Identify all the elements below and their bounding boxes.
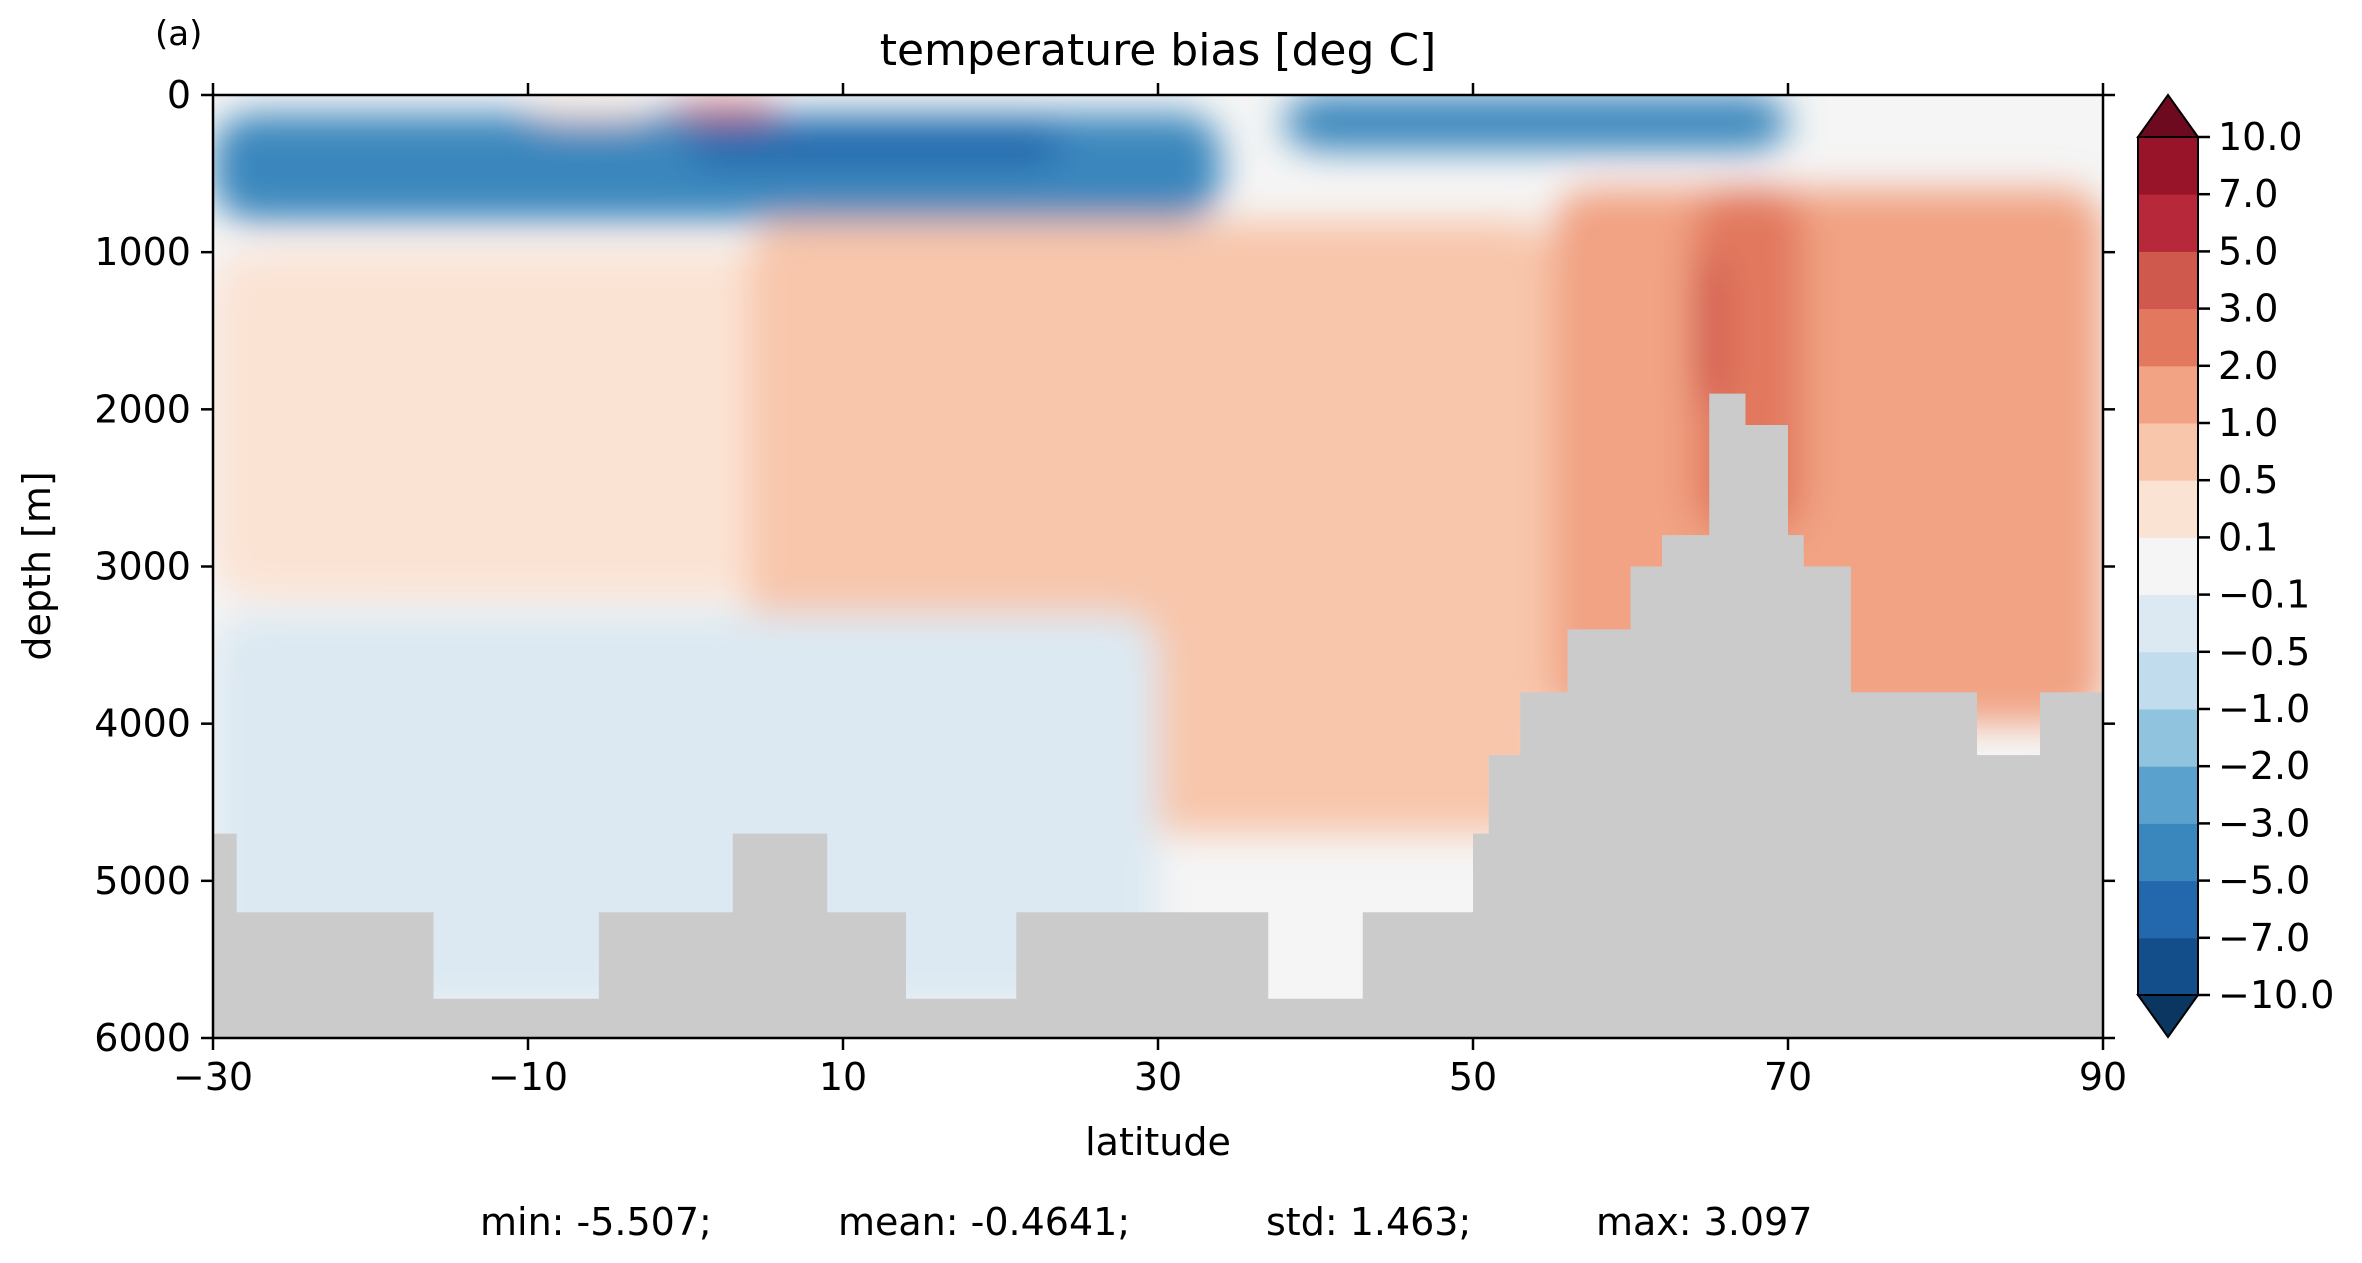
- stats-line: min: -5.507; mean: -0.4641; std: 1.463; …: [480, 1200, 1812, 1244]
- colorbar-segment: [2138, 880, 2198, 939]
- x-axis: −30 −10 10 30 50 70 90: [173, 83, 2127, 1099]
- colorbar-under-triangle: [2136, 994, 2200, 1039]
- plot-area: [213, 95, 2103, 1038]
- colorbar-segment: [2138, 308, 2198, 367]
- stat-mean: mean: -0.4641;: [838, 1200, 1130, 1244]
- colorbar-segment: [2138, 766, 2198, 824]
- x-tick-label: 30: [1134, 1055, 1182, 1099]
- colorbar-segment: [2138, 709, 2198, 767]
- colorbar-segment: [2138, 423, 2198, 481]
- colorbar-segment: [2138, 823, 2198, 882]
- colorbar-tick-label: −0.5: [2218, 630, 2310, 674]
- panel-label: (a): [155, 14, 202, 54]
- colorbar-segment: [2138, 937, 2198, 996]
- colorbar-segment: [2138, 194, 2198, 252]
- x-tick-label: 90: [2079, 1055, 2127, 1099]
- colorbar-tick-label: −2.0: [2218, 744, 2310, 788]
- field-region-surface-cold-north: [1284, 95, 1788, 151]
- field-region-deep-cool-region: [213, 613, 1158, 1007]
- colorbar-segment: [2138, 651, 2198, 710]
- colorbar-tick-label: −1.0: [2218, 687, 2310, 731]
- colorbar-tick-label: −10.0: [2218, 973, 2334, 1017]
- colorbar-tick-label: 10.0: [2218, 115, 2303, 159]
- y-tick-label: 2000: [94, 387, 191, 431]
- y-tick-label: 6000: [94, 1016, 191, 1060]
- y-tick-label: 4000: [94, 702, 191, 746]
- colorbar-tick-label: 3.0: [2218, 287, 2278, 331]
- field-region-surface-warm-patch: [669, 102, 780, 119]
- x-tick-label: 70: [1764, 1055, 1812, 1099]
- colorbar-segment: [2138, 480, 2198, 538]
- colorbar-tick-label: 2.0: [2218, 344, 2278, 388]
- stat-max: max: 3.097: [1596, 1200, 1812, 1244]
- colorbar-segment: [2138, 537, 2198, 596]
- colorbar-segment: [2138, 365, 2198, 424]
- x-tick-label: −30: [173, 1055, 253, 1099]
- colorbar-segment: [2138, 594, 2198, 653]
- colorbar-segment: [2138, 137, 2198, 195]
- field-region-subsurface-cold-core: [685, 126, 1064, 166]
- bias-field: [213, 95, 2103, 1007]
- colorbar-tick-label: 0.5: [2218, 458, 2278, 502]
- y-tick-label: 3000: [94, 545, 191, 589]
- y-axis-label: depth [m]: [15, 471, 59, 660]
- y-tick-label: 0: [167, 73, 191, 117]
- colorbar-tick-label: 1.0: [2218, 401, 2278, 445]
- stat-std: std: 1.463;: [1266, 1200, 1471, 1244]
- x-axis-label: latitude: [1085, 1120, 1231, 1164]
- colorbar-tick-label: −3.0: [2218, 801, 2310, 845]
- colorbar-frame: [2137, 136, 2199, 996]
- field-region-subsurface-cold-south: [213, 142, 497, 198]
- colorbar-tick-label: −0.1: [2218, 573, 2310, 617]
- colorbar-tick-label: −5.0: [2218, 859, 2310, 903]
- colorbar-segment: [2138, 251, 2198, 310]
- x-tick-label: −10: [488, 1055, 568, 1099]
- field-region-arctic-max: [1693, 252, 1725, 410]
- stat-min: min: -5.507;: [480, 1200, 712, 1244]
- colorbar-tick-label: 5.0: [2218, 229, 2278, 273]
- colorbar-tick-label: 7.0: [2218, 172, 2278, 216]
- colorbar-tick-label: −7.0: [2218, 916, 2310, 960]
- chart-title: temperature bias [deg C]: [880, 25, 1437, 76]
- y-axis: 0 1000 2000 3000 4000 5000 6000: [94, 73, 2115, 1060]
- y-tick-label: 5000: [94, 859, 191, 903]
- x-tick-label: 10: [819, 1055, 867, 1099]
- field-region-surface-slight-warm: [528, 104, 654, 121]
- colorbar-tick-label: 0.1: [2218, 515, 2278, 559]
- colorbar-over-triangle: [2136, 93, 2200, 138]
- colorbar: −10.0 −7.0 −5.0 −3.0 −2.0 −1.0 −0.5 −0.1 0.1 0.5 1…: [2136, 93, 2334, 1039]
- x-tick-label: 50: [1449, 1055, 1497, 1099]
- seafloor-mask: [213, 393, 2103, 1038]
- y-tick-label: 1000: [94, 230, 191, 274]
